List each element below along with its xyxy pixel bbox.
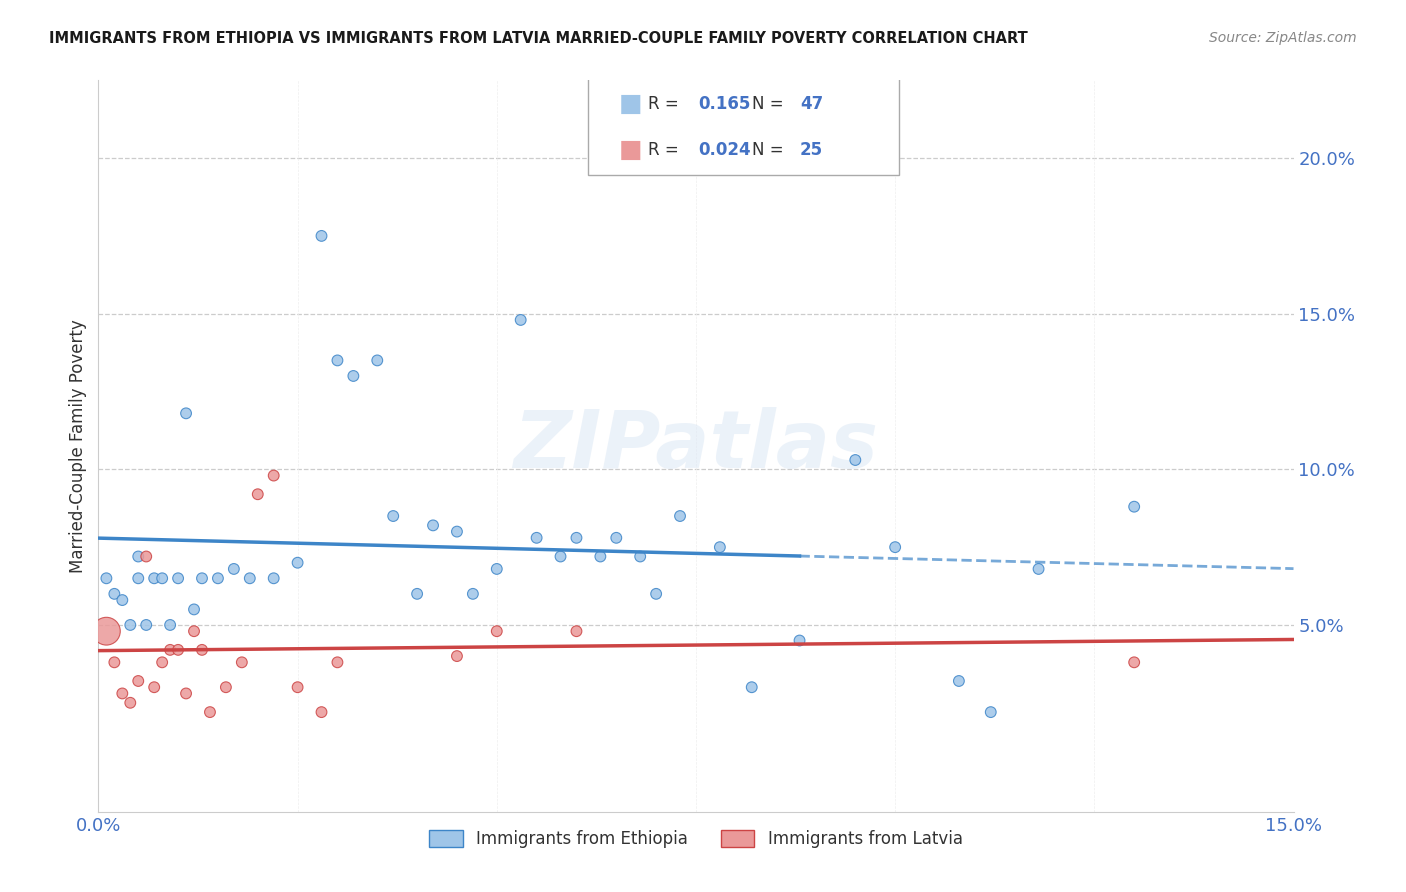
Point bbox=[287, 556, 309, 570]
Point bbox=[143, 571, 166, 585]
Text: 47: 47 bbox=[800, 95, 823, 113]
Point bbox=[509, 313, 531, 327]
Legend: Immigrants from Ethiopia, Immigrants from Latvia: Immigrants from Ethiopia, Immigrants fro… bbox=[423, 823, 969, 855]
Point bbox=[366, 353, 388, 368]
Text: ZIPatlas: ZIPatlas bbox=[513, 407, 879, 485]
Point bbox=[628, 549, 651, 564]
Point bbox=[159, 643, 181, 657]
Point bbox=[246, 487, 269, 501]
Text: R =: R = bbox=[648, 95, 685, 113]
Text: N =: N = bbox=[752, 95, 789, 113]
Point bbox=[120, 696, 142, 710]
Point bbox=[342, 368, 364, 383]
Point bbox=[111, 593, 134, 607]
Point bbox=[446, 649, 468, 664]
FancyBboxPatch shape bbox=[589, 77, 900, 176]
Point bbox=[263, 571, 285, 585]
Point bbox=[1123, 656, 1146, 670]
Point bbox=[311, 705, 333, 719]
Point bbox=[287, 680, 309, 694]
Text: R =: R = bbox=[648, 141, 685, 159]
Point bbox=[565, 531, 588, 545]
Point bbox=[980, 705, 1002, 719]
Point bbox=[96, 571, 118, 585]
Point bbox=[326, 353, 349, 368]
Point bbox=[127, 549, 149, 564]
Text: 25: 25 bbox=[800, 141, 823, 159]
Text: 0.024: 0.024 bbox=[699, 141, 751, 159]
Point bbox=[239, 571, 262, 585]
Point bbox=[174, 686, 197, 700]
Point bbox=[103, 587, 125, 601]
Point bbox=[150, 656, 173, 670]
Point bbox=[111, 686, 134, 700]
Point bbox=[127, 571, 149, 585]
Point bbox=[789, 633, 811, 648]
Text: N =: N = bbox=[752, 141, 789, 159]
Text: Source: ZipAtlas.com: Source: ZipAtlas.com bbox=[1209, 31, 1357, 45]
Point bbox=[326, 656, 349, 670]
Point bbox=[159, 618, 181, 632]
Point bbox=[143, 680, 166, 694]
Point bbox=[167, 571, 190, 585]
Point bbox=[605, 531, 627, 545]
Point bbox=[215, 680, 238, 694]
Point bbox=[709, 540, 731, 554]
Point bbox=[422, 518, 444, 533]
Point bbox=[103, 656, 125, 670]
Point bbox=[645, 587, 668, 601]
Point bbox=[485, 562, 508, 576]
Text: ■: ■ bbox=[619, 137, 643, 161]
Point bbox=[406, 587, 429, 601]
Point bbox=[550, 549, 572, 564]
Point bbox=[191, 643, 214, 657]
Point bbox=[150, 571, 173, 585]
Point bbox=[183, 624, 205, 639]
Point bbox=[120, 618, 142, 632]
Text: 0.165: 0.165 bbox=[699, 95, 751, 113]
Point bbox=[741, 680, 763, 694]
Point bbox=[167, 643, 190, 657]
Point bbox=[198, 705, 221, 719]
Point bbox=[461, 587, 484, 601]
Point bbox=[127, 673, 149, 688]
Point bbox=[446, 524, 468, 539]
Point bbox=[311, 228, 333, 243]
Text: IMMIGRANTS FROM ETHIOPIA VS IMMIGRANTS FROM LATVIA MARRIED-COUPLE FAMILY POVERTY: IMMIGRANTS FROM ETHIOPIA VS IMMIGRANTS F… bbox=[49, 31, 1028, 46]
Point bbox=[183, 602, 205, 616]
Point bbox=[135, 549, 157, 564]
Point bbox=[382, 509, 405, 524]
Point bbox=[526, 531, 548, 545]
Point bbox=[485, 624, 508, 639]
Point bbox=[96, 624, 118, 639]
Point bbox=[231, 656, 253, 670]
Point bbox=[844, 453, 866, 467]
Y-axis label: Married-Couple Family Poverty: Married-Couple Family Poverty bbox=[69, 319, 87, 573]
Point bbox=[884, 540, 907, 554]
Point bbox=[1028, 562, 1050, 576]
Point bbox=[948, 673, 970, 688]
Point bbox=[135, 618, 157, 632]
Point bbox=[589, 549, 612, 564]
Point bbox=[207, 571, 229, 585]
Point bbox=[263, 468, 285, 483]
Point bbox=[1123, 500, 1146, 514]
Point bbox=[191, 571, 214, 585]
Point bbox=[222, 562, 245, 576]
Point bbox=[669, 509, 692, 524]
Text: ■: ■ bbox=[619, 93, 643, 117]
Point bbox=[174, 406, 197, 420]
Point bbox=[565, 624, 588, 639]
